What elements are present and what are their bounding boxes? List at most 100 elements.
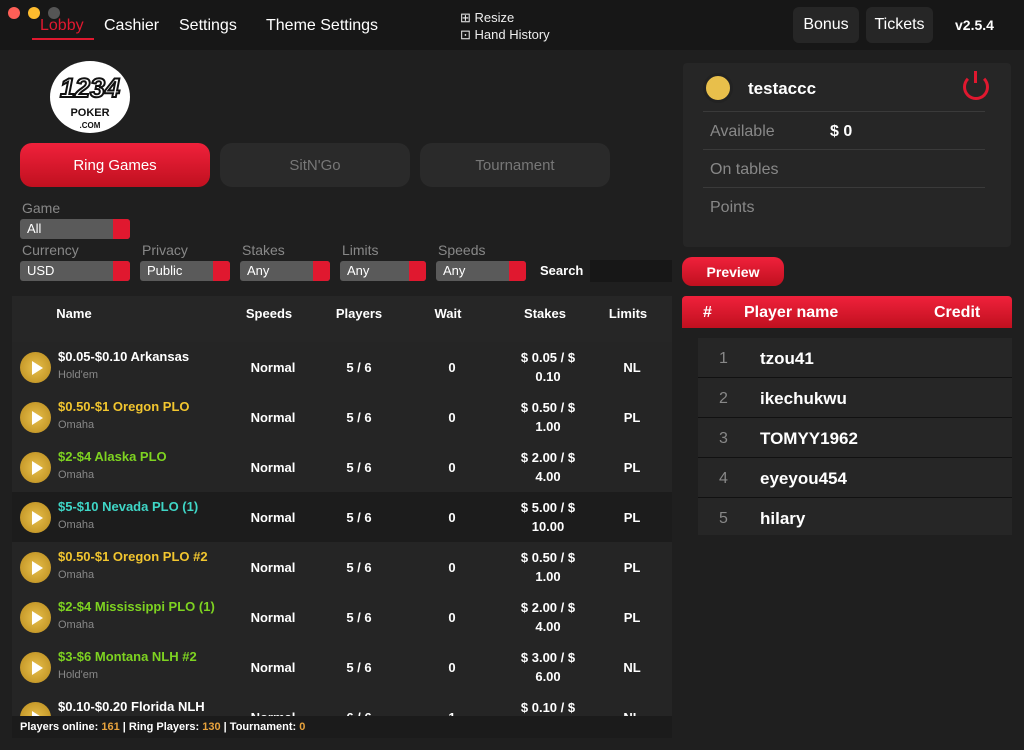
filter-select[interactable]: USD [20, 261, 130, 281]
tab[interactable]: Ring Games [20, 143, 210, 187]
play-icon[interactable] [20, 352, 51, 383]
table-name: $2-$4 Mississippi PLO (1) [58, 599, 215, 614]
menu-item[interactable]: Cashier [104, 17, 160, 34]
table-name: $0.50-$1 Oregon PLO [58, 399, 190, 414]
game-row[interactable]: $5-$10 Nevada PLO (1) Omaha Normal 5 / 6 0 $ … [12, 492, 672, 542]
status-label: Players online: [20, 721, 99, 733]
limit: NL [602, 692, 662, 717]
resize-button[interactable]: ⊞ Resize [460, 10, 515, 25]
game-row[interactable]: $0.05-$0.10 Arkansas Hold'em Normal 5 / 6 0 $… [12, 342, 672, 392]
game-row[interactable]: $2-$4 Alaska PLO Omaha Normal 5 / 6 0 $ 2.00 … [12, 442, 672, 492]
game-row[interactable]: $0.50-$1 Oregon PLO #2 Omaha Normal 5 / 6 0 $… [12, 542, 672, 592]
games-table: $0.05-$0.10 Arkansas Hold'em Normal 5 / 6 0 $… [12, 296, 672, 738]
wait: 0 [448, 509, 456, 525]
status-label: | Tournament: [223, 721, 297, 733]
status-value: 0 [299, 721, 306, 733]
logo-domain: .COM [79, 121, 101, 130]
games-table-body: $0.05-$0.10 Arkansas Hold'em Normal 5 / 6 0 $… [12, 330, 672, 716]
play-icon[interactable] [20, 552, 51, 583]
game-type: Omaha [58, 619, 95, 631]
players: 5 / 6 [346, 359, 372, 375]
speed: Normal [250, 559, 296, 575]
player-row[interactable]: 4 eyeyou454 [698, 458, 1012, 498]
resize-label: Resize [474, 10, 515, 25]
game-row[interactable]: $0.10-$0.20 Florida NLHHold'emNormal6 / … [12, 692, 672, 716]
game-type: Omaha [58, 569, 95, 581]
game-row[interactable]: $2-$4 Mississippi PLO (1) Omaha Normal 5 / … [12, 592, 672, 642]
speed: Normal [250, 509, 296, 525]
play-icon[interactable] [20, 402, 51, 433]
players: 5 / 6 [346, 659, 372, 675]
filter-select[interactable]: Any [240, 261, 330, 281]
header-cell: Stakes [524, 305, 566, 321]
tickets-button[interactable]: Tickets [866, 7, 933, 43]
table-name: $2-$4 Alaska PLO [58, 449, 167, 464]
filter-select[interactable]: Any [436, 261, 526, 281]
bonus-button[interactable]: Bonus [793, 7, 859, 43]
players-header: # Player name Credit [682, 296, 1012, 328]
hand-history-label: Hand History [474, 27, 550, 42]
game-row[interactable]: $3-$6 Montana NLH #2 Hold'em Normal 5 / 6 0 $… [12, 642, 672, 692]
logo-badge [50, 61, 130, 133]
player-name: tzou41 [760, 349, 814, 368]
filter-select[interactable]: Any [340, 261, 426, 281]
tab[interactable]: Tournament [420, 143, 610, 187]
play-icon[interactable] [20, 502, 51, 533]
player-name: TOMYY1962 [760, 429, 858, 448]
stakes: $ 0.50 / $ 1.00 [520, 550, 576, 584]
stakes: $ 0.10 / $ 0.20 [520, 700, 576, 715]
game-type: Omaha [58, 519, 95, 531]
on-tables-label: On tables [710, 161, 779, 178]
player-row[interactable]: 5 hilary [698, 498, 1012, 535]
header-cell: Players [335, 305, 383, 321]
play-icon[interactable] [20, 452, 51, 483]
players: 5 / 6 [346, 409, 372, 425]
menu-item[interactable]: Settings [179, 17, 237, 34]
zoom-button[interactable] [48, 7, 60, 19]
play-icon[interactable] [20, 702, 51, 716]
menu-item[interactable]: Lobby [40, 17, 84, 34]
stakes: $ 3.00 / $ 6.00 [520, 650, 576, 684]
wait: 0 [448, 559, 456, 575]
table-name: $0.50-$1 Oregon PLO #2 [58, 549, 208, 564]
filter-label: Stakes [242, 242, 285, 258]
menu-item[interactable]: Theme Settings [266, 17, 379, 34]
preview-button[interactable]: Preview [682, 257, 784, 286]
table-name: $0.10-$0.20 Florida NLH [58, 699, 205, 714]
search-input[interactable] [590, 260, 672, 282]
filter-label: Limits [342, 242, 379, 258]
hand-history-button[interactable]: ⊡ Hand History [460, 27, 550, 42]
filter-select[interactable]: Public [140, 261, 230, 281]
player-row[interactable]: 1 tzou41 [698, 338, 1012, 378]
game-type: Hold'em [58, 669, 99, 681]
divider [703, 187, 985, 188]
play-icon[interactable] [20, 652, 51, 683]
players: 5 / 6 [346, 509, 372, 525]
player-row[interactable]: 2 ikechukwu [698, 378, 1012, 418]
players: 5 / 6 [346, 459, 372, 475]
table-name: $0.05-$0.10 Arkansas [58, 349, 190, 364]
available-value: $ 0 [830, 123, 853, 140]
filter-select[interactable]: All [20, 219, 130, 239]
game-row[interactable]: $0.50-$1 Oregon PLO Omaha Normal 5 / 6 0 $ 0.… [12, 392, 672, 442]
players: 5 / 6 [346, 609, 372, 625]
player-row[interactable]: 3 TOMYY1962 [698, 418, 1012, 458]
player-rank: 3 [719, 430, 728, 447]
logout-button[interactable] [963, 71, 989, 100]
player-name: eyeyou454 [760, 469, 847, 488]
play-icon[interactable] [20, 602, 51, 633]
players: 6 / 6 [322, 692, 396, 717]
speed: Normal [250, 409, 296, 425]
wait: 0 [448, 409, 456, 425]
limit: PL [623, 509, 641, 525]
close-button[interactable] [8, 7, 20, 19]
stakes: $ 5.00 / $ 10.00 [520, 500, 576, 534]
header-cell: Name [56, 305, 92, 321]
filter-label: Game [22, 200, 61, 216]
header-cell: Player name [744, 304, 839, 321]
minimize-button[interactable] [28, 7, 40, 19]
points-label: Points [710, 199, 755, 216]
avatar [703, 73, 733, 103]
tab[interactable]: SitN'Go [220, 143, 410, 187]
